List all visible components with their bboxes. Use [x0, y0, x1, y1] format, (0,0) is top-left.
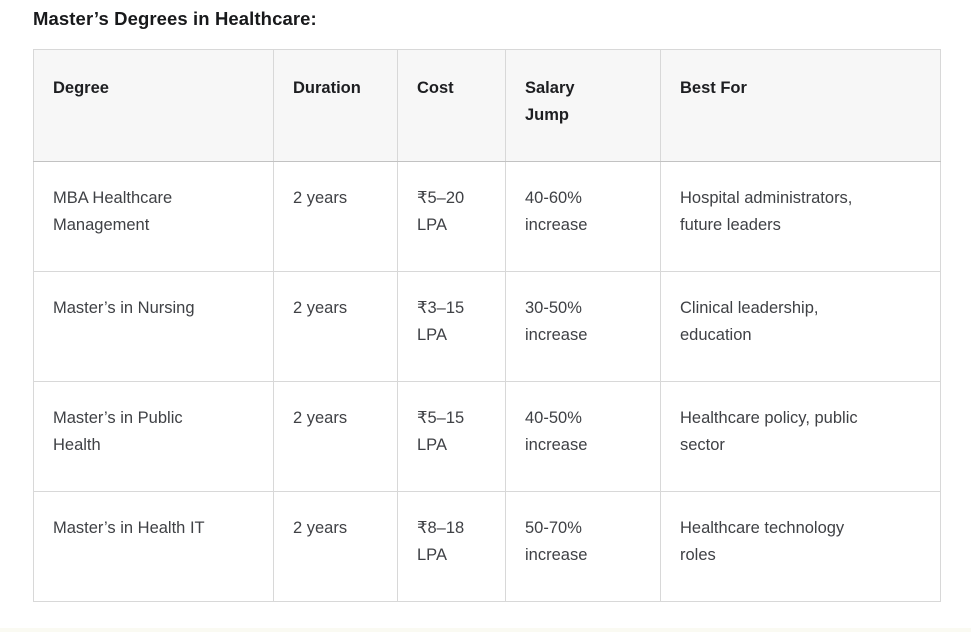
cell-cost: ₹5–15 LPA [397, 381, 506, 492]
cell-best-for: Hospital administrators, future leaders [660, 161, 941, 272]
cell-cost: ₹3–15 LPA [397, 271, 506, 382]
table-header-degree: Degree [33, 49, 274, 162]
cell-cost: ₹8–18 LPA [397, 491, 506, 602]
cell-salary-jump: 30-50% increase [505, 271, 661, 382]
cell-degree: MBA Healthcare Management [33, 161, 274, 272]
cell-duration: 2 years [273, 381, 398, 492]
page-title: Master’s Degrees in Healthcare: [33, 8, 317, 29]
table-row: MBA Healthcare Management 2 years ₹5–20 … [33, 161, 941, 272]
cell-duration: 2 years [273, 491, 398, 602]
table-header-duration: Duration [273, 49, 398, 162]
table-header-best-for: Best For [660, 49, 941, 162]
cell-best-for: Healthcare policy, public sector [660, 381, 941, 492]
cell-best-for: Clinical leadership, education [660, 271, 941, 382]
cell-salary-jump: 40-50% increase [505, 381, 661, 492]
cell-best-for: Healthcare technology roles [660, 491, 941, 602]
table-header-salary-jump-label: Salary Jump [525, 79, 575, 124]
cell-degree: Master’s in Health IT [33, 491, 274, 602]
table-header-best-for-label: Best For [680, 79, 747, 97]
table-row: Master’s in Public Health 2 years ₹5–15 … [33, 381, 941, 492]
table-header-duration-label: Duration [293, 79, 361, 97]
table-row: Master’s in Health IT 2 years ₹8–18 LPA … [33, 491, 941, 602]
table-row: Master’s in Nursing 2 years ₹3–15 LPA 30… [33, 271, 941, 382]
cell-salary-jump: 40-60% increase [505, 161, 661, 272]
cell-salary-jump: 50-70% increase [505, 491, 661, 602]
cell-degree: Master’s in Public Health [33, 381, 274, 492]
table-header-row: Degree Duration Cost Salary Jump Best Fo… [33, 49, 941, 162]
page-bottom-strip [0, 628, 971, 632]
cell-cost: ₹5–20 LPA [397, 161, 506, 272]
cell-degree: Master’s in Nursing [33, 271, 274, 382]
table-header-degree-label: Degree [53, 79, 109, 97]
table-header-cost-label: Cost [417, 79, 454, 97]
table-header-cost: Cost [397, 49, 506, 162]
cell-duration: 2 years [273, 271, 398, 382]
degrees-table: Degree Duration Cost Salary Jump Best Fo… [33, 49, 941, 602]
cell-duration: 2 years [273, 161, 398, 272]
table-header-salary-jump: Salary Jump [505, 49, 661, 162]
